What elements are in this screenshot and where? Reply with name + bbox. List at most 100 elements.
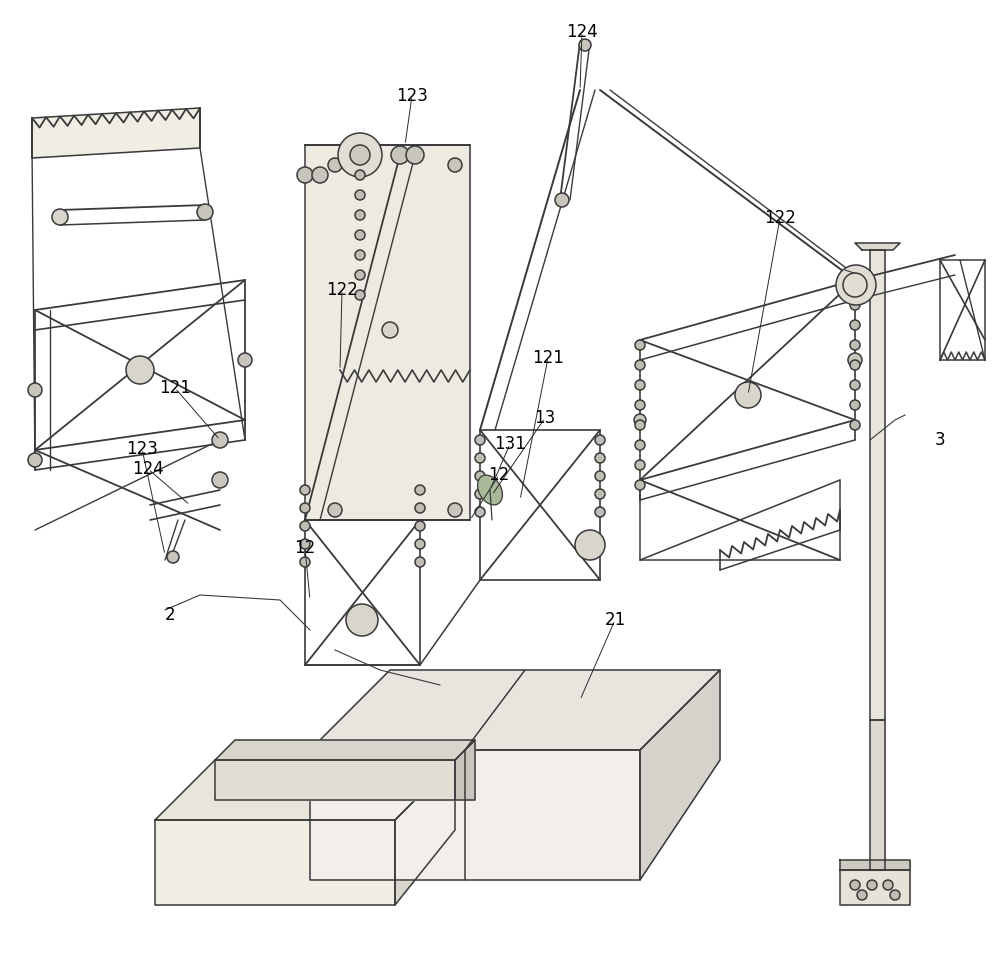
Circle shape <box>28 383 42 397</box>
Polygon shape <box>305 145 470 520</box>
Polygon shape <box>310 750 640 880</box>
Circle shape <box>843 273 867 297</box>
Circle shape <box>595 435 605 445</box>
Polygon shape <box>155 760 455 820</box>
Circle shape <box>355 250 365 260</box>
Text: 124: 124 <box>132 460 164 478</box>
Circle shape <box>635 420 645 430</box>
Ellipse shape <box>478 475 502 505</box>
Circle shape <box>595 489 605 499</box>
Circle shape <box>448 158 462 172</box>
Circle shape <box>212 472 228 488</box>
Circle shape <box>595 471 605 481</box>
Circle shape <box>300 557 310 567</box>
Polygon shape <box>640 670 720 880</box>
Circle shape <box>391 146 409 164</box>
Circle shape <box>850 880 860 890</box>
Circle shape <box>197 204 213 220</box>
Circle shape <box>300 503 310 513</box>
Circle shape <box>836 265 876 305</box>
Polygon shape <box>870 250 885 720</box>
Text: 12: 12 <box>294 539 316 557</box>
Circle shape <box>300 521 310 531</box>
Circle shape <box>297 167 313 183</box>
Circle shape <box>595 507 605 517</box>
Circle shape <box>867 880 877 890</box>
Circle shape <box>212 432 228 448</box>
Circle shape <box>346 604 378 636</box>
Polygon shape <box>855 243 900 250</box>
Circle shape <box>167 551 179 563</box>
Circle shape <box>857 890 867 900</box>
Circle shape <box>579 39 591 51</box>
Polygon shape <box>840 860 910 870</box>
Circle shape <box>52 209 68 225</box>
Polygon shape <box>310 670 720 750</box>
Circle shape <box>28 453 42 467</box>
Text: 21: 21 <box>604 611 626 629</box>
Circle shape <box>735 382 761 408</box>
Text: 12: 12 <box>488 466 510 484</box>
Circle shape <box>406 146 424 164</box>
Circle shape <box>475 507 485 517</box>
Circle shape <box>850 400 860 410</box>
Text: 131: 131 <box>494 435 526 453</box>
Circle shape <box>355 270 365 280</box>
Text: 2: 2 <box>165 606 175 624</box>
Polygon shape <box>32 108 200 158</box>
Polygon shape <box>155 820 395 905</box>
Text: 3: 3 <box>935 431 945 449</box>
Circle shape <box>850 280 860 290</box>
Circle shape <box>850 300 860 310</box>
Text: 123: 123 <box>396 87 428 105</box>
Text: 122: 122 <box>764 209 796 227</box>
Circle shape <box>635 440 645 450</box>
Circle shape <box>635 380 645 390</box>
Circle shape <box>475 489 485 499</box>
Polygon shape <box>215 760 455 800</box>
Circle shape <box>415 557 425 567</box>
Circle shape <box>850 320 860 330</box>
Text: 124: 124 <box>566 23 598 41</box>
Circle shape <box>635 400 645 410</box>
Circle shape <box>475 453 485 463</box>
Circle shape <box>634 414 646 426</box>
Polygon shape <box>395 760 455 905</box>
Circle shape <box>238 353 252 367</box>
Circle shape <box>448 503 462 517</box>
Polygon shape <box>455 740 475 800</box>
Circle shape <box>350 145 370 165</box>
Circle shape <box>555 193 569 207</box>
Circle shape <box>312 167 328 183</box>
Circle shape <box>848 353 862 367</box>
Circle shape <box>575 530 605 560</box>
Circle shape <box>415 485 425 495</box>
Circle shape <box>850 340 860 350</box>
Circle shape <box>850 420 860 430</box>
Circle shape <box>475 471 485 481</box>
Text: 122: 122 <box>326 281 358 299</box>
Circle shape <box>883 880 893 890</box>
Text: 121: 121 <box>532 349 564 367</box>
Circle shape <box>850 360 860 370</box>
Circle shape <box>635 480 645 490</box>
Circle shape <box>415 521 425 531</box>
Circle shape <box>355 210 365 220</box>
Circle shape <box>355 170 365 180</box>
Circle shape <box>635 460 645 470</box>
Text: 13: 13 <box>534 409 556 427</box>
Circle shape <box>300 485 310 495</box>
Circle shape <box>635 340 645 350</box>
Circle shape <box>415 503 425 513</box>
Circle shape <box>595 453 605 463</box>
Circle shape <box>382 322 398 338</box>
Text: 121: 121 <box>159 379 191 397</box>
Polygon shape <box>215 740 475 760</box>
Circle shape <box>355 290 365 300</box>
Circle shape <box>475 435 485 445</box>
Polygon shape <box>840 870 910 905</box>
Polygon shape <box>870 720 885 870</box>
Circle shape <box>328 158 342 172</box>
Circle shape <box>338 133 382 177</box>
Text: 123: 123 <box>126 440 158 458</box>
